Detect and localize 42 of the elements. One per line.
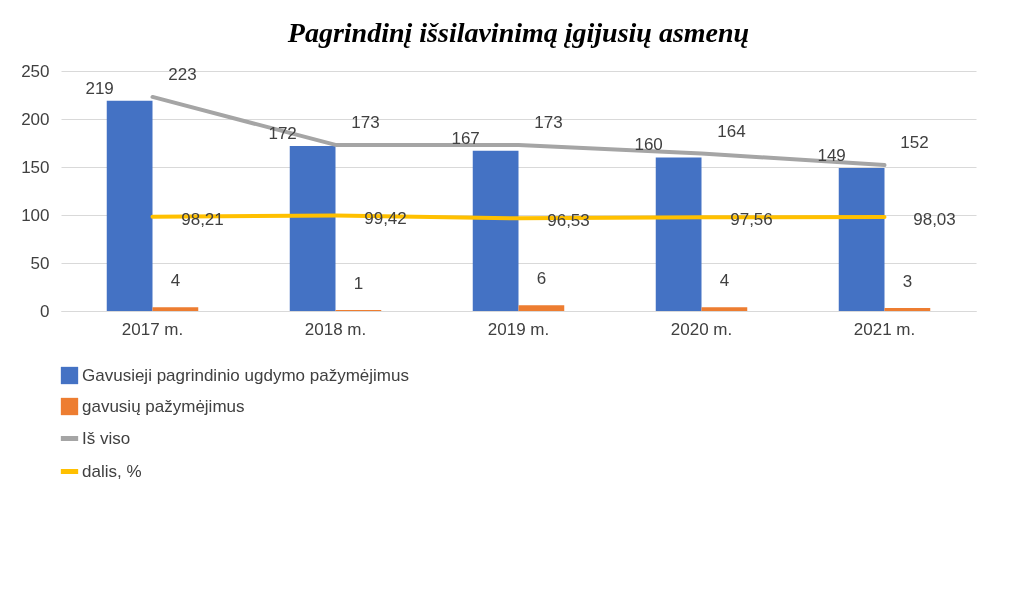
data-label: 149	[817, 145, 846, 165]
chart-title: Pagrindinį išsilavinimą įgijusių asmenų	[286, 17, 750, 48]
legend-label: Iš viso	[82, 428, 131, 448]
y-tick-label: 50	[30, 253, 50, 273]
legend-label: dalis, %	[82, 461, 142, 481]
data-label: 223	[168, 64, 197, 84]
x-tick-label: 2018 m.	[304, 319, 367, 339]
x-tick-label: 2020 m.	[670, 319, 733, 339]
x-tick-label: 2017 m.	[121, 319, 184, 339]
data-label: 98,03	[913, 209, 956, 229]
y-tick-label: 0	[40, 301, 50, 321]
x-tick-label: 2019 m.	[487, 319, 550, 339]
bar	[655, 157, 702, 311]
data-label: 219	[85, 78, 114, 98]
data-label: 167	[451, 128, 480, 148]
bar	[106, 100, 153, 311]
data-label: 173	[351, 112, 380, 132]
y-tick-label: 250	[21, 61, 50, 81]
y-tick-label: 150	[21, 157, 50, 177]
data-label: 164	[717, 121, 746, 141]
data-label: 160	[634, 135, 663, 155]
bar	[701, 307, 748, 311]
legend-label: Gavusieji pagrindinio ugdymo pažymėjimus	[82, 365, 409, 385]
x-tick-label: 2021 m.	[853, 319, 916, 339]
data-label: 4	[719, 271, 730, 291]
bar	[884, 308, 931, 311]
data-label: 152	[900, 133, 929, 153]
bar	[838, 167, 885, 311]
y-tick-label: 100	[21, 205, 50, 225]
bar	[152, 307, 199, 311]
bar	[289, 145, 336, 311]
bar	[472, 150, 519, 311]
data-label: 6	[536, 269, 547, 289]
data-label: 4	[170, 271, 181, 291]
y-tick-label: 200	[21, 109, 50, 129]
data-label: 172	[268, 123, 297, 143]
data-label: 3	[902, 272, 913, 292]
bar	[518, 305, 565, 311]
data-label: 173	[534, 112, 563, 132]
legend-label: gavusių pažymėjimus	[82, 396, 245, 416]
data-label: 1	[353, 274, 364, 294]
line-series	[150, 94, 887, 168]
